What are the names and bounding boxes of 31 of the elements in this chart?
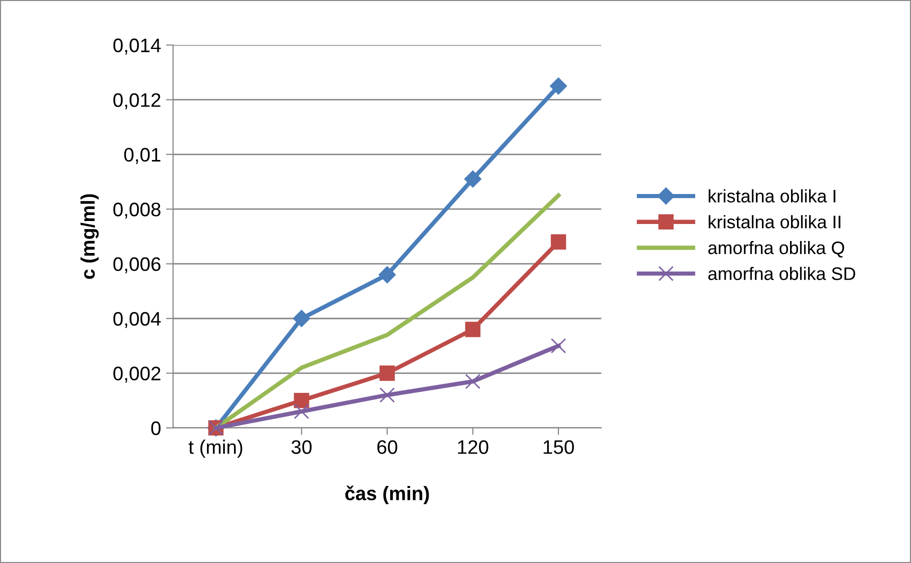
point	[294, 404, 310, 420]
point	[550, 338, 566, 354]
x-tick-label: 120	[458, 440, 488, 454]
x-axis-title: čas (min)	[345, 486, 429, 504]
point	[465, 374, 480, 390]
legend-label: kristalna oblika I	[708, 189, 836, 203]
x-tick-label: 60	[377, 440, 398, 454]
y-tick-label: 0	[151, 421, 161, 436]
y-tick-label: 0,004	[113, 312, 161, 328]
x-tick-label: 150	[544, 440, 574, 454]
y-axis-title: c (mg/ml)	[80, 194, 99, 279]
legend-label: amorfna oblika SD	[708, 266, 856, 280]
legend-label: amorfna oblika Q	[708, 240, 844, 258]
legend-label: kristalna oblika II	[708, 215, 840, 228]
y-tick-label: 0,002	[113, 366, 160, 383]
y-tick-label: 0,006	[113, 257, 160, 274]
x-tick-label: 30	[291, 440, 312, 454]
y-tick-label: 0,008	[113, 202, 160, 219]
point	[294, 392, 310, 408]
y-tick-label: 0,014	[113, 38, 161, 55]
point	[465, 322, 480, 338]
point	[380, 387, 395, 403]
point	[550, 78, 567, 95]
point	[550, 234, 566, 250]
point	[380, 366, 395, 381]
point	[378, 266, 396, 284]
point	[292, 310, 310, 328]
y-tick-label: 0,012	[113, 93, 160, 110]
y-tick-label: 0,01	[124, 148, 160, 164]
point	[464, 170, 482, 188]
x-tick-label: t (min)	[188, 440, 242, 458]
